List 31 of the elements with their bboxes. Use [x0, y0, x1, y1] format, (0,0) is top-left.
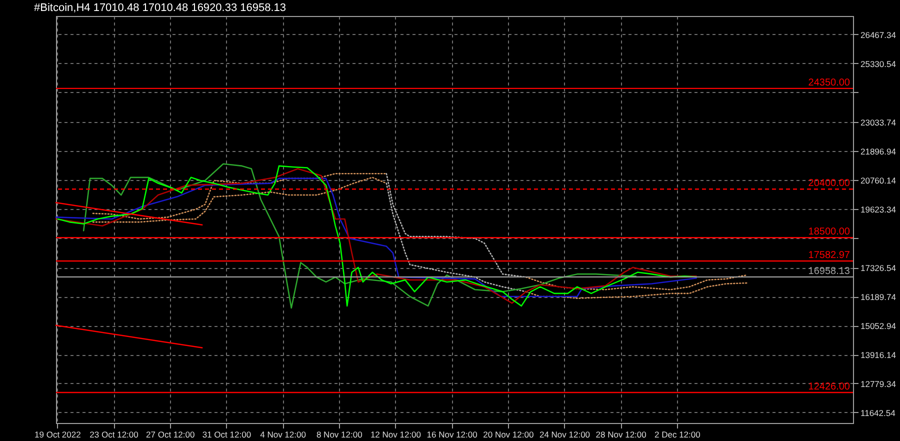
y-tick-label: 13916.14	[860, 350, 896, 360]
y-tick-label: 17326.54	[860, 263, 896, 274]
x-tick-label: 2 Dec 12:00	[654, 430, 701, 440]
ref-line-label: 16958.13	[808, 266, 850, 277]
ref-line-label: 18500.00	[808, 226, 850, 238]
y-tick-label: 11642.54	[860, 408, 896, 418]
x-tick-label: 23 Oct 12:00	[90, 430, 139, 440]
x-tick-label: 24 Nov 12:00	[539, 430, 590, 440]
ref-line-label: 24350.00	[808, 77, 850, 88]
y-tick-label: 20760.14	[860, 175, 896, 186]
y-tick-label: 21896.94	[860, 146, 896, 156]
x-tick-label: 31 Oct 12:00	[202, 430, 252, 440]
ref-line-label: 20400.00	[808, 178, 850, 190]
x-tick-label: 8 Nov 12:00	[316, 430, 363, 440]
y-tick-label: 19623.34	[860, 204, 896, 214]
ref-line-label: 17582.97	[808, 250, 850, 261]
y-tick-label: 26467.34	[860, 30, 896, 40]
x-tick-label: 16 Nov 12:00	[426, 430, 478, 440]
x-tick-label: 19 Oct 2022	[34, 430, 82, 440]
x-tick-label: 12 Nov 12:00	[370, 430, 422, 440]
y-tick-label: 12779.34	[860, 378, 896, 389]
x-tick-label: 27 Oct 12:00	[146, 430, 195, 440]
chart-title: #Bitcoin,H4 17010.48 17010.48 16920.33 16958.13	[34, 2, 286, 14]
y-tick-label: 25330.54	[860, 58, 896, 69]
x-tick-label: 4 Nov 12:00	[260, 430, 306, 440]
ref-line-label: 12426.00	[808, 382, 850, 392]
x-tick-label: 28 Nov 12:00	[596, 430, 647, 440]
y-tick-label: 15052.94	[860, 321, 896, 332]
y-tick-label: 16189.74	[860, 292, 896, 302]
x-tick-label: 20 Nov 12:00	[483, 430, 534, 440]
y-tick-label: 23033.74	[860, 117, 896, 128]
